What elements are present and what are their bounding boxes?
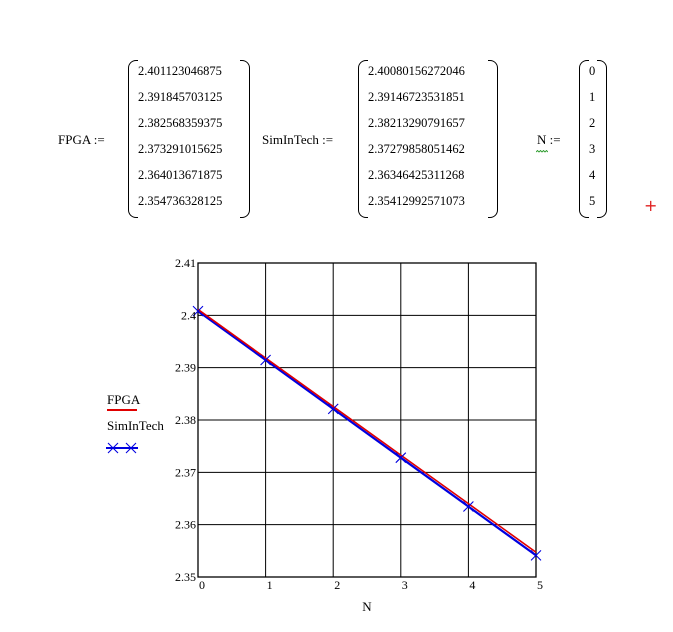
legend-simintech-swatch bbox=[106, 442, 138, 454]
y-tick-label: 2.36 bbox=[175, 518, 196, 532]
simintech-definition[interactable]: SimInTech := 2.40080156272046 2.39146723… bbox=[262, 60, 500, 220]
simintech-value-0: 2.40080156272046 bbox=[368, 64, 465, 78]
n-assign-operator: := bbox=[549, 132, 561, 147]
plot-tick-labels: 0 1 2 3 4 5 2.35 2.36 2.37 2.38 2.39 2.4 2.41 bbox=[175, 256, 543, 592]
n-value-1: 1 bbox=[589, 90, 596, 104]
n-definition[interactable]: N := 0 1 2 3 4 5 bbox=[536, 60, 607, 220]
fpga-value-0: 2.401123046875 bbox=[138, 64, 222, 78]
n-value-3: 3 bbox=[589, 142, 596, 156]
xy-plot[interactable]: 0 1 2 3 4 5 2.35 2.36 2.37 2.38 2.39 2.4 2.41 N FPGA… bbox=[0, 252, 673, 632]
n-value-2: 2 bbox=[589, 116, 596, 130]
fpga-value-2: 2.382568359375 bbox=[138, 116, 223, 130]
simintech-matrix[interactable]: 2.40080156272046 2.39146723531851 2.3821… bbox=[358, 60, 498, 218]
y-tick-label: 2.41 bbox=[175, 256, 196, 270]
matrix-left-bracket bbox=[128, 60, 138, 218]
swatch-marker bbox=[125, 442, 137, 454]
marker-stroke bbox=[530, 549, 542, 561]
x-tick-label: 3 bbox=[402, 578, 408, 592]
plot-frame bbox=[197, 262, 537, 578]
x-tick-label: 0 bbox=[199, 578, 205, 592]
legend-simintech-label: SimInTech bbox=[107, 418, 164, 433]
simintech-value-3: 2.37279858051462 bbox=[368, 142, 465, 156]
y-tick-label: 2.35 bbox=[175, 570, 196, 584]
marker-stroke bbox=[260, 354, 271, 366]
simintech-value-4: 2.36346425311268 bbox=[368, 168, 465, 182]
series-simintech-marker bbox=[327, 403, 339, 415]
x-tick-label: 2 bbox=[334, 578, 340, 592]
fpga-variable-name: FPGA := bbox=[58, 132, 105, 148]
fpga-value-4: 2.364013671875 bbox=[138, 168, 223, 182]
fpga-assign-operator: := bbox=[93, 132, 105, 147]
x-tick-label: 5 bbox=[537, 578, 543, 592]
n-name: N bbox=[537, 132, 547, 147]
y-tick-label: 2.38 bbox=[175, 413, 196, 427]
plot-grid bbox=[198, 263, 536, 577]
marker-stroke bbox=[327, 403, 339, 415]
series-simintech-marker bbox=[463, 501, 474, 512]
marker-stroke bbox=[463, 501, 474, 512]
simintech-variable-name: SimInTech := bbox=[262, 132, 333, 148]
n-value-5: 5 bbox=[589, 194, 596, 208]
y-tick-label: 2.4 bbox=[181, 308, 196, 322]
fpga-definition[interactable]: FPGA := 2.401123046875 2.391845703125 2.… bbox=[58, 60, 253, 220]
x-tick-label: 4 bbox=[469, 578, 475, 592]
n-matrix[interactable]: 0 1 2 3 4 5 bbox=[579, 60, 607, 218]
fpga-matrix[interactable]: 2.401123046875 2.391845703125 2.38256835… bbox=[128, 60, 250, 218]
series-simintech-marker bbox=[260, 354, 271, 366]
series-fpga-line bbox=[197, 308, 537, 553]
series-simintech-marker bbox=[530, 549, 542, 561]
n-value-4: 4 bbox=[589, 168, 596, 182]
x-tick-label: 1 bbox=[267, 578, 273, 592]
plot-series bbox=[192, 305, 542, 561]
legend-fpga-label: FPGA bbox=[107, 392, 141, 407]
simintech-name: SimInTech bbox=[262, 132, 319, 147]
n-variable-name: N := bbox=[537, 132, 561, 148]
y-tick-label: 2.39 bbox=[175, 361, 196, 375]
fpga-value-1: 2.391845703125 bbox=[138, 90, 223, 104]
x-axis-label: N bbox=[362, 599, 372, 614]
simintech-assign-operator: := bbox=[322, 132, 334, 147]
marker-stroke bbox=[192, 305, 204, 317]
plot-legend: FPGA SimInTech bbox=[106, 392, 164, 454]
fpga-name: FPGA bbox=[58, 132, 91, 147]
marker-stroke bbox=[395, 452, 407, 464]
matrix-left-bracket bbox=[358, 60, 368, 218]
simintech-value-2: 2.38213290791657 bbox=[368, 116, 465, 130]
fpga-value-5: 2.354736328125 bbox=[138, 194, 223, 208]
series-simintech-marker bbox=[395, 452, 407, 464]
simintech-value-5: 2.35412992571073 bbox=[368, 194, 465, 208]
n-value-0: 0 bbox=[589, 64, 596, 78]
series-simintech-marker bbox=[192, 305, 204, 317]
insertion-cursor-icon[interactable]: + bbox=[644, 196, 658, 215]
swatch-marker bbox=[107, 442, 119, 454]
matrix-left-bracket bbox=[579, 60, 589, 218]
y-tick-label: 2.37 bbox=[175, 465, 196, 479]
fpga-value-3: 2.373291015625 bbox=[138, 142, 223, 156]
spellcheck-squiggle-icon bbox=[536, 150, 548, 153]
simintech-value-1: 2.39146723531851 bbox=[368, 90, 465, 104]
series-simintech-line bbox=[197, 310, 537, 557]
